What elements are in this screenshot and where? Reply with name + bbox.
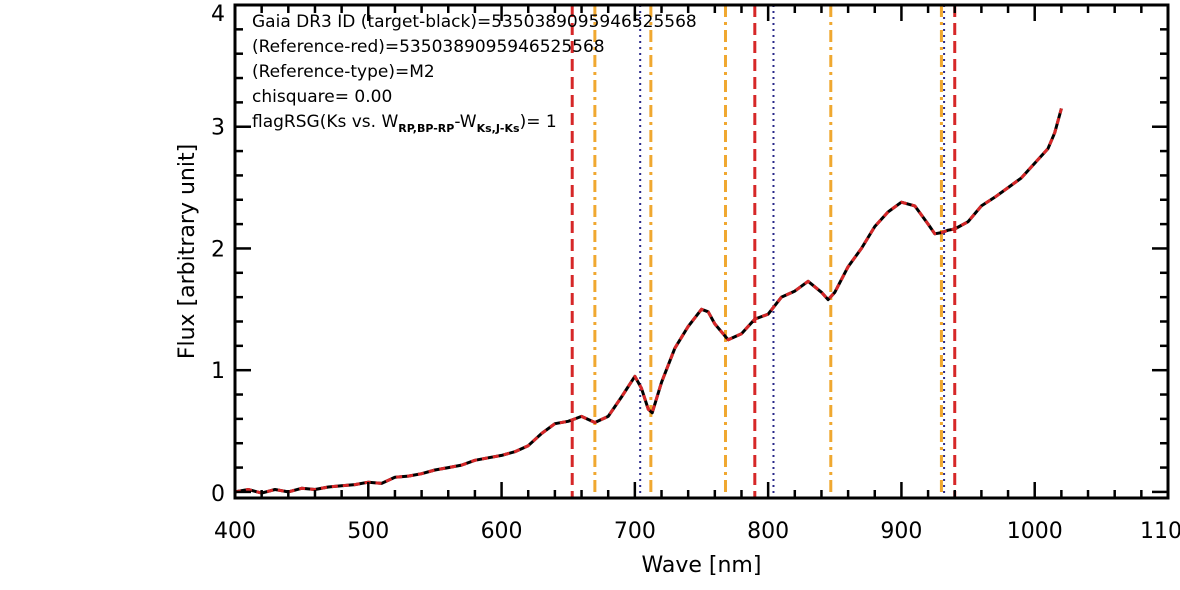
y-tick-label-0: 0 <box>211 482 225 507</box>
x-axis-title: Wave [nm] <box>642 553 762 578</box>
y-axis-title: Flux [arbitrary unit] <box>175 144 200 359</box>
ticks-layer <box>233 3 1170 498</box>
annotation-line-5-sub1: RP,BP-RP <box>398 122 454 135</box>
annotation-block: Gaia DR3 ID (target-black)=5350389095946… <box>252 12 697 135</box>
y-tick-labels: 0 1 2 3 4 <box>211 2 225 507</box>
y-tick-label-2: 2 <box>211 237 225 262</box>
series-line-1 <box>234 108 1063 495</box>
x-tick-label-2: 600 <box>481 519 523 544</box>
annotation-line-1: Gaia DR3 ID (target-black)=5350389095946… <box>252 12 697 32</box>
annotation-line-2: (Reference-red)=5350389095946525568 <box>252 37 605 57</box>
y-tick-label-3: 3 <box>211 116 225 141</box>
x-tick-label-0: 400 <box>214 519 256 544</box>
annotation-line-5-pre: flagRSG(Ks vs. W <box>252 112 398 132</box>
x-tick-label-3: 700 <box>614 519 656 544</box>
annotation-line-5-mid: -W <box>454 112 476 132</box>
x-tick-label-6: 1000 <box>1007 519 1063 544</box>
series-layer <box>234 108 1063 495</box>
x-tick-label-5: 900 <box>880 519 922 544</box>
annotation-line-4: chisquare= 0.00 <box>252 87 392 107</box>
series-line-0 <box>234 108 1063 495</box>
y-tick-label-1: 1 <box>211 359 225 384</box>
x-tick-label-1: 500 <box>347 519 389 544</box>
plot-frame <box>233 3 1170 500</box>
y-tick-label-4: 4 <box>211 2 225 27</box>
annotation-line-5-post: )= 1 <box>520 112 557 132</box>
annotation-line-5-sub2: Ks,J-Ks <box>477 122 520 135</box>
x-tick-label-4: 800 <box>747 519 789 544</box>
annotation-line-3: (Reference-type)=M2 <box>252 62 435 82</box>
reference-lines <box>570 5 957 498</box>
annotation-line-5: flagRSG(Ks vs. WRP,BP-RP-WKs,J-Ks)= 1 <box>252 112 557 135</box>
